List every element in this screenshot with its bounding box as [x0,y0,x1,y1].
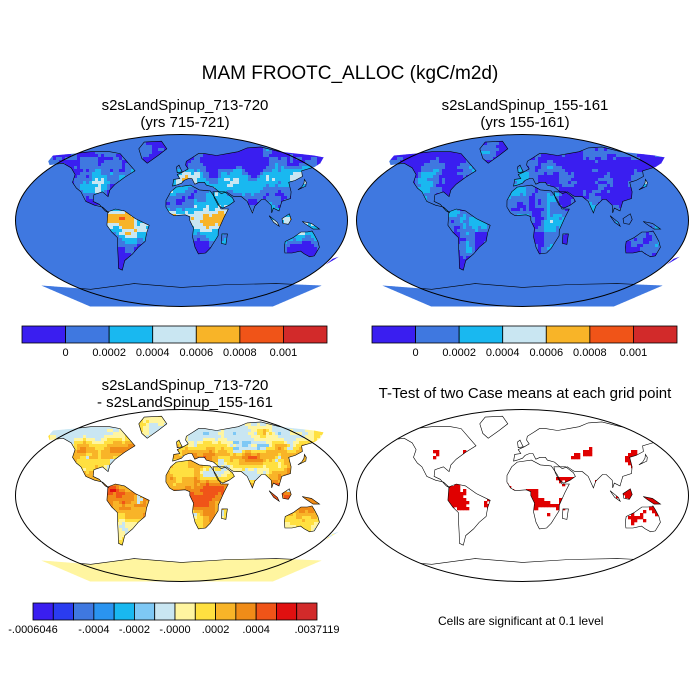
colorbar-tick-label: -.0006046 [8,624,58,636]
colorbar-tick-label: .0004 [242,624,270,636]
map-case1 [15,134,348,307]
map-diff [15,409,348,582]
colorbar-box [21,325,66,344]
colorbar-case2 [371,325,678,344]
colorbar-tick-label: 0.0008 [223,347,257,359]
colorbar-tick-label: 0 [63,347,69,359]
colorbar-box [154,602,176,621]
colorbar-box [276,602,298,621]
colorbar-box [108,325,154,344]
colorbar-tick-label: .0037119 [294,624,339,636]
colorbar-box [52,602,74,621]
colorbar-tick-label: 0.0004 [136,347,170,359]
colorbar-tick-label: 0.001 [620,347,648,359]
colorbar-tick-label: -.0000 [159,624,190,636]
colorbar-box [32,602,54,621]
colorbar-box [502,325,547,344]
map-case2 [356,134,689,307]
colorbar-tick-label: 0.0004 [486,347,520,359]
colorbar-diff [32,602,318,621]
figure-title: MAM FROOTC_ALLOC (kgC/m2d) [0,63,700,85]
colorbar-box [296,602,318,621]
ocean-background [356,409,689,582]
coastlines [382,140,680,307]
colorbar-box [633,325,678,344]
colorbar-tick-label: 0.0002 [442,347,476,359]
colorbar-tick-label: 0.0008 [573,347,607,359]
colorbar-tick-label: 0.001 [270,347,298,359]
panel-title-diff: s2sLandSpinup_713-720 - s2sLandSpinup_15… [20,377,350,411]
colorbar-box [589,325,634,344]
map-border [356,409,689,582]
colorbar-box [235,602,257,621]
map-ttest [356,409,689,582]
colorbar-tick-label: 0.0006 [529,347,563,359]
colorbar-box [545,325,591,344]
colorbar-box [415,325,460,344]
colorbar-box [239,325,284,344]
coastlines [41,415,339,582]
colorbar-tick-label: -.0004 [78,624,109,636]
map-border [15,409,348,582]
colorbar-box [134,602,156,621]
colorbar-box [152,325,197,344]
colorbar-box [73,602,95,621]
panel-title-ttest: T-Test of two Case means at each grid po… [355,385,695,402]
panel-title-case2: s2sLandSpinup_155-161 (yrs 155-161) [360,97,690,131]
colorbar-tick-label: 0.0002 [92,347,126,359]
panel-title-case1: s2sLandSpinup_713-720 (yrs 715-721) [20,97,350,131]
colorbar-tick-label: 0 [413,347,419,359]
coastlines [41,140,339,307]
map-border [15,134,348,307]
colorbar-box [93,602,115,621]
significance-note: Cells are significant at 0.1 level [438,614,603,628]
colorbar-box [174,602,196,621]
colorbar-box [195,325,241,344]
map-border [356,134,689,307]
colorbar-box [215,602,237,621]
colorbar-box [65,325,110,344]
colorbar-box [255,602,277,621]
colorbar-box [113,602,135,621]
colorbar-case1 [21,325,328,344]
colorbar-tick-label: .0002 [202,624,230,636]
colorbar-tick-label: -.0002 [119,624,150,636]
colorbar-box [194,602,216,621]
colorbar-box [371,325,416,344]
colorbar-box [283,325,328,344]
colorbar-box [458,325,504,344]
colorbar-tick-label: 0.0006 [179,347,213,359]
